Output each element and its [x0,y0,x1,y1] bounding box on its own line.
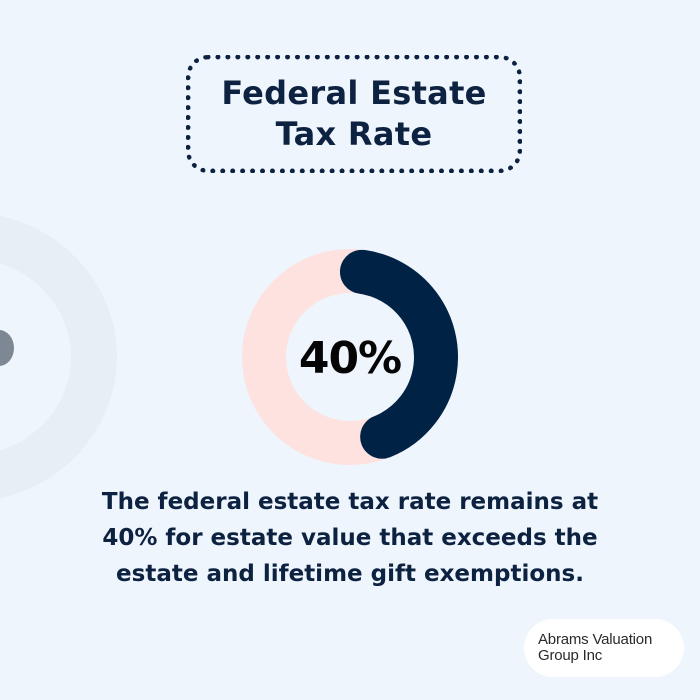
donut-chart: 40% [240,248,460,468]
title-line-1: Federal Estate [221,74,487,112]
decorative-dot [0,330,14,366]
description-line-2: 40% for estate value that exceeds the [102,525,598,551]
description-line-1: The federal estate tax rate remains at [101,489,599,515]
title-line-2: Tax Rate [275,115,433,153]
brand-badge: Abrams Valuation Group Inc [524,619,684,677]
donut-svg [242,249,458,465]
decorative-ring [0,212,117,502]
description-line-3: estate and lifetime gift exemptions. [116,561,584,587]
brand-line-2: Group Inc [538,647,603,664]
donut-value-label: 40% [298,332,402,384]
description: The federal estate tax rate remains at 4… [40,484,660,592]
donut-fill-arc [242,249,458,465]
brand-line-1: Abrams Valuation [538,631,653,648]
title-box: Federal Estate Tax Rate [186,55,522,173]
